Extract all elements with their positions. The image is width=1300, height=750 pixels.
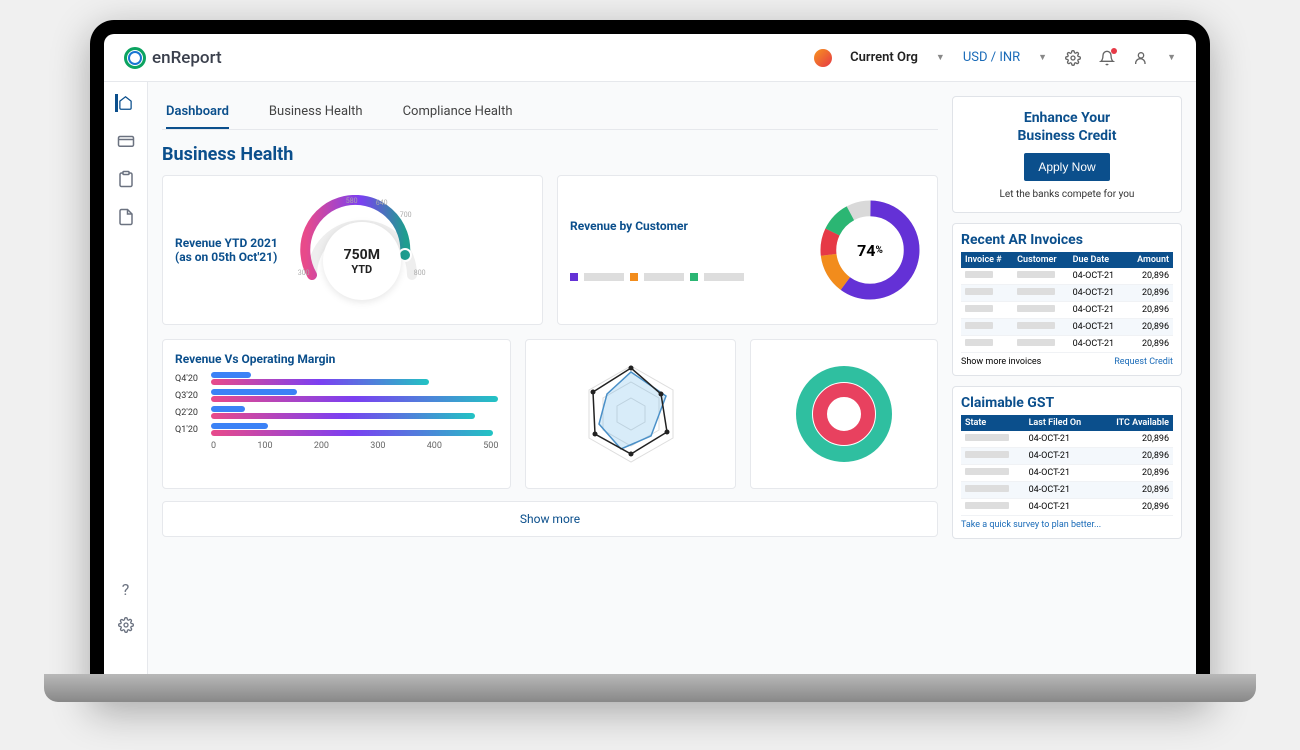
revenue-by-customer-card: Revenue by Customer [557, 175, 938, 325]
settings-icon[interactable] [1065, 50, 1081, 66]
table-row: 04-OCT-2120,896 [961, 285, 1173, 302]
bar-chart: Q4'20 Q3'20 Q2'20 Q1'20 [175, 372, 498, 437]
table-row: 04-OCT-2120,896 [961, 482, 1173, 499]
tab-dashboard[interactable]: Dashboard [166, 96, 229, 129]
chevron-down-icon: ▼ [1038, 52, 1047, 63]
table-row: 04-OCT-2120,896 [961, 499, 1173, 516]
bar-axis: 0100200300400500 [211, 441, 498, 451]
ring-chart [794, 364, 894, 464]
chevron-down-icon: ▼ [1167, 52, 1176, 63]
table-row: 04-OCT-2120,896 [961, 431, 1173, 448]
gauge-sub: YTD [351, 263, 372, 276]
chevron-down-icon: ▼ [936, 52, 945, 63]
gst-panel: Claimable GST State Last Filed On ITC Av… [952, 386, 1182, 539]
table-row: 04-OCT-2120,896 [961, 302, 1173, 319]
notifications-icon[interactable] [1099, 50, 1115, 66]
revenue-ytd-title-1: Revenue YTD 2021 [175, 236, 278, 250]
table-row: 04-OCT-2120,896 [961, 268, 1173, 285]
logo: enReport [124, 47, 222, 69]
radar-card [525, 339, 736, 489]
donut-legend [570, 273, 805, 281]
nav-settings-icon[interactable] [117, 616, 135, 634]
nav-help-icon[interactable]: ? [117, 580, 135, 598]
revenue-ytd-title-2: (as on 05th Oct'21) [175, 250, 278, 264]
ar-invoices-panel: Recent AR Invoices Invoice # Customer Du… [952, 223, 1182, 376]
request-credit-link[interactable]: Request Credit [1114, 357, 1173, 367]
bar-row: Q2'20 [175, 406, 498, 420]
nav-home-icon[interactable] [115, 94, 133, 112]
ar-invoices-table: Invoice # Customer Due Date Amount 04-OC… [961, 252, 1173, 353]
tab-business-health[interactable]: Business Health [269, 96, 363, 129]
revenue-ytd-card: Revenue YTD 2021 (as on 05th Oct'21) 300… [162, 175, 543, 325]
survey-link[interactable]: Take a quick survey to plan better... [961, 520, 1101, 530]
bar-row: Q3'20 [175, 389, 498, 403]
org-badge-icon [814, 49, 832, 67]
currency-selector[interactable]: USD / INR [963, 50, 1020, 65]
table-row: 04-OCT-2120,896 [961, 336, 1173, 353]
user-menu-icon[interactable] [1133, 50, 1149, 66]
table-row: 04-OCT-2120,896 [961, 465, 1173, 482]
nav-card-icon[interactable] [117, 132, 135, 150]
radar-chart [571, 354, 691, 474]
ring-card [750, 339, 938, 489]
sidebar: ? [104, 82, 148, 674]
table-row: 04-OCT-2120,896 [961, 448, 1173, 465]
top-bar: enReport Current Org ▼ USD / INR ▼ ▼ [104, 34, 1196, 82]
brand-name: enReport [152, 48, 222, 68]
gauge-value: 750M [344, 247, 380, 263]
nav-docs-icon[interactable] [117, 170, 135, 188]
table-row: 04-OCT-2120,896 [961, 319, 1173, 336]
apply-now-button[interactable]: Apply Now [1024, 153, 1109, 181]
logo-mark-icon [124, 47, 146, 69]
donut-chart: 74% [815, 195, 925, 305]
show-more-invoices-link[interactable]: Show more invoices [961, 357, 1041, 367]
org-selector[interactable]: Current Org [850, 50, 918, 65]
section-title: Business Health [162, 144, 938, 165]
tabs: Dashboard Business Health Compliance Hea… [162, 96, 938, 130]
show-more-button[interactable]: Show more [162, 501, 938, 537]
promo-card: Enhance Your Business Credit Apply Now L… [952, 96, 1182, 213]
bar-title: Revenue Vs Operating Margin [175, 352, 498, 366]
donut-title: Revenue by Customer [570, 219, 805, 233]
revenue-vs-margin-card: Revenue Vs Operating Margin Q4'20 Q3'20 … [162, 339, 511, 489]
bar-row: Q1'20 [175, 423, 498, 437]
tab-compliance-health[interactable]: Compliance Health [403, 96, 513, 129]
nav-file-icon[interactable] [117, 208, 135, 226]
gauge-chart: 300 580 640 700 800 750M YTD [292, 195, 432, 305]
gst-table: State Last Filed On ITC Available 04-OCT… [961, 415, 1173, 516]
bar-row: Q4'20 [175, 372, 498, 386]
